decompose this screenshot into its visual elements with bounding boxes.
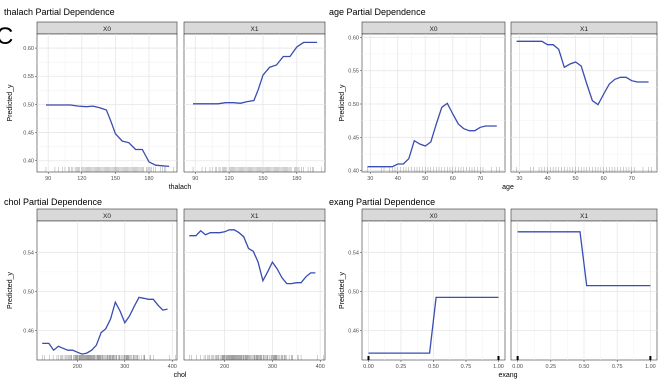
- chart-0: thalach Partial Dependence X0 90 120 150 180 0…: [4, 7, 326, 191]
- x-tick-label: 50: [573, 176, 579, 182]
- figure-panel-tag: C: [0, 23, 13, 50]
- chart-title: chol Partial Dependence: [4, 197, 102, 207]
- y-tick-label: 0.55: [348, 69, 359, 75]
- x-axis-label: thalach: [169, 184, 192, 191]
- facet-strip-label: X1: [580, 26, 588, 33]
- chart-title: exang Partial Dependence: [329, 197, 435, 207]
- x-tick-label: 120: [77, 176, 86, 182]
- y-tick-label: 0.45: [23, 131, 34, 137]
- facet-panel: [36, 33, 178, 173]
- x-tick-label: 300: [120, 364, 129, 370]
- x-tick-label: 1.00: [645, 364, 656, 370]
- chart-grid: thalach Partial Dependence X0 90 120 150 180 0…: [4, 7, 658, 379]
- facet-strip-label: X1: [580, 213, 588, 220]
- pd-line-X0: [368, 296, 499, 354]
- pd-line-X0: [367, 102, 497, 168]
- facet-X1: X1 90 120 150 180: [183, 21, 326, 182]
- facet-X1: X1 0.00 0.25 0.50 0.75 1.00: [510, 208, 658, 370]
- facet-strip-label: X0: [430, 26, 438, 33]
- facet-panel: [183, 220, 326, 361]
- x-tick-label: 30: [516, 176, 522, 182]
- x-tick-label: 180: [292, 176, 301, 182]
- facet-X1: X1 200 300 400: [183, 208, 326, 370]
- x-tick-label: 30: [367, 176, 373, 182]
- chart-title: age Partial Dependence: [329, 7, 426, 17]
- x-tick-label: 0.00: [363, 364, 374, 370]
- facet-strip-label: X1: [251, 213, 259, 220]
- x-axis-label: age: [502, 184, 514, 191]
- x-tick-label: 0.75: [461, 364, 472, 370]
- x-tick-label: 40: [544, 176, 550, 182]
- y-axis-label: Predicted_y: [7, 84, 14, 121]
- y-tick-label: 0.50: [23, 102, 34, 108]
- facet-panel: [183, 33, 326, 173]
- y-tick-label: 0.54: [348, 250, 359, 256]
- chart-title: thalach Partial Dependence: [4, 7, 115, 17]
- chart-1: age Partial Dependence X0 30 40 50 60 70 0.40 0.…: [329, 7, 658, 191]
- y-tick-label: 0.50: [348, 289, 359, 295]
- y-axis-label: Predicted_y: [339, 84, 346, 121]
- facet-strip-label: X0: [103, 26, 111, 33]
- facet-X0: X0 30 40 50 60 70 0.40 0.45 0.50 0.55 0.60: [348, 21, 506, 182]
- x-tick-label: 0.00: [512, 364, 523, 370]
- x-tick-label: 90: [192, 176, 198, 182]
- x-tick-label: 400: [168, 364, 177, 370]
- y-axis-label: Predicted_y: [7, 272, 14, 309]
- x-tick-label: 300: [268, 364, 277, 370]
- x-tick-label: 60: [450, 176, 456, 182]
- pd-line-X1: [517, 231, 651, 287]
- x-tick-label: 200: [73, 364, 82, 370]
- y-tick-label: 0.46: [23, 329, 34, 335]
- y-tick-label: 0.54: [23, 250, 34, 256]
- facet-panel: [361, 33, 506, 173]
- x-tick-label: 70: [477, 176, 483, 182]
- pd-line-X1: [193, 41, 318, 105]
- y-tick-label: 0.45: [348, 135, 359, 141]
- y-tick-label: 0.40: [348, 169, 359, 175]
- y-tick-label: 0.60: [348, 35, 359, 41]
- pd-line-X0: [46, 104, 170, 168]
- y-tick-label: 0.55: [23, 74, 34, 80]
- x-tick-label: 150: [258, 176, 267, 182]
- x-axis-label: chol: [174, 372, 187, 379]
- x-tick-label: 0.50: [428, 364, 439, 370]
- x-tick-label: 200: [220, 364, 229, 370]
- x-tick-label: 1.00: [493, 364, 504, 370]
- x-tick-label: 400: [316, 364, 325, 370]
- x-tick-label: 40: [395, 176, 401, 182]
- y-axis-label: Predicted_y: [339, 272, 346, 309]
- x-tick-label: 50: [422, 176, 428, 182]
- x-tick-label: 150: [111, 176, 120, 182]
- facet-X0: X0 90 120 150 180 0.40 0.45 0.50 0.55 0.60: [23, 21, 178, 182]
- facet-X0: X0 0.00 0.25 0.50 0.75 1.00 0.46 0.50 0.54: [348, 208, 506, 370]
- facet-X1: X1 30 40 50 60 70: [510, 21, 658, 182]
- y-tick-label: 0.50: [348, 102, 359, 108]
- x-tick-label: 70: [629, 176, 635, 182]
- y-tick-label: 0.46: [348, 329, 359, 335]
- x-tick-label: 180: [144, 176, 153, 182]
- facet-strip-label: X0: [103, 213, 111, 220]
- pd-line-X0: [42, 296, 168, 355]
- x-tick-label: 0.75: [612, 364, 623, 370]
- facet-strip-label: X1: [251, 26, 259, 33]
- x-tick-label: 120: [225, 176, 234, 182]
- x-tick-label: 90: [45, 176, 51, 182]
- y-tick-label: 0.40: [23, 159, 34, 165]
- y-tick-label: 0.50: [23, 289, 34, 295]
- y-tick-label: 0.60: [23, 46, 34, 52]
- x-tick-label: 0.25: [545, 364, 556, 370]
- x-tick-label: 0.50: [579, 364, 590, 370]
- facet-panel: [36, 220, 178, 361]
- facet-X0: X0 200 300 400 0.46 0.50 0.54: [23, 208, 178, 370]
- pd-line-X1: [189, 229, 316, 285]
- facet-strip-label: X0: [430, 213, 438, 220]
- chart-3: exang Partial Dependence X0 0.00 0.25 0.50 0.…: [329, 197, 658, 379]
- pd-line-X1: [516, 40, 649, 106]
- x-tick-label: 0.25: [396, 364, 407, 370]
- facet-panel: [510, 33, 658, 173]
- x-tick-label: 60: [601, 176, 607, 182]
- x-axis-label: exang: [498, 372, 517, 379]
